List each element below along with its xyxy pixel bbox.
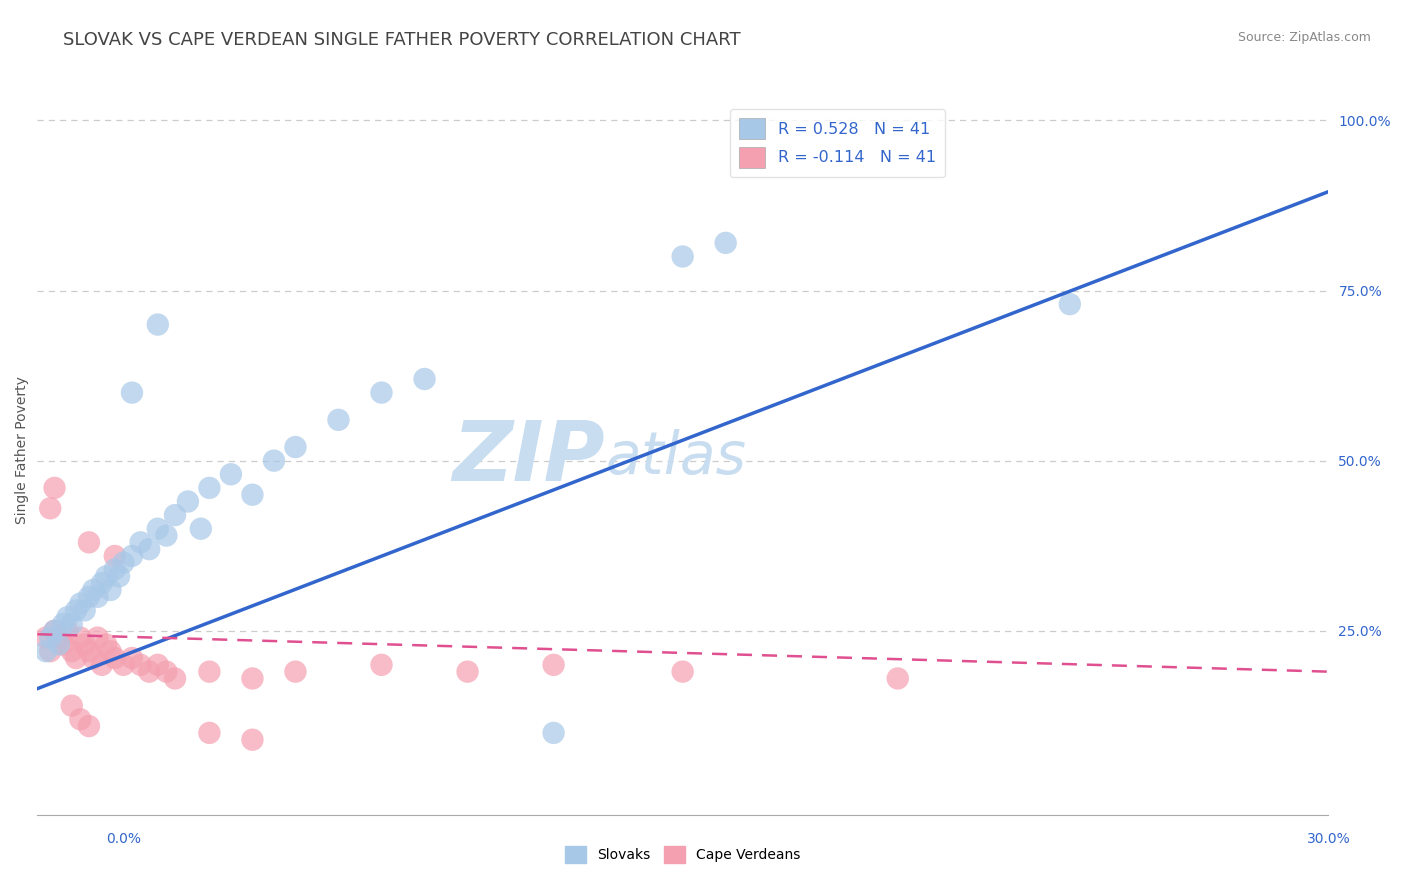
Point (263, 453, 285, 467)
Point (190, 522, 212, 536)
Point (163, 508, 186, 522)
Point (672, 250, 695, 264)
Point (60, 698, 83, 713)
Point (48, 631, 70, 645)
Point (60, 617, 83, 632)
Point (219, 467, 242, 482)
Point (242, 732, 264, 747)
Point (121, 651, 143, 665)
Point (543, 726, 565, 740)
Point (90, 576, 112, 591)
Point (104, 563, 127, 577)
Point (155, 528, 177, 542)
Point (146, 522, 169, 536)
Point (65, 651, 87, 665)
Point (56, 610, 79, 624)
Point (82, 651, 104, 665)
Point (155, 665, 177, 679)
Point (60, 644, 83, 658)
Point (77, 644, 100, 658)
Point (108, 569, 131, 583)
Point (96, 569, 118, 583)
Point (52, 637, 75, 651)
Point (39, 644, 62, 658)
Point (1059, 297, 1081, 311)
Point (35, 644, 58, 658)
Point (52, 617, 75, 632)
Text: 0.0%: 0.0% (107, 832, 141, 846)
Point (86, 631, 108, 645)
Point (44, 481, 66, 495)
Text: SLOVAK VS CAPE VERDEAN SINGLE FATHER POVERTY CORRELATION CHART: SLOVAK VS CAPE VERDEAN SINGLE FATHER POV… (63, 31, 741, 49)
Point (198, 665, 221, 679)
Point (112, 657, 135, 672)
Text: 30.0%: 30.0% (1306, 832, 1351, 846)
Point (714, 235, 737, 250)
Point (100, 644, 122, 658)
Point (35, 631, 58, 645)
Point (457, 665, 479, 679)
Text: ZIP: ZIP (453, 417, 605, 499)
Point (82, 582, 104, 597)
Point (44, 624, 66, 638)
Point (86, 590, 108, 604)
Point (104, 651, 127, 665)
Point (56, 624, 79, 638)
Point (69, 631, 91, 645)
Text: Source: ZipAtlas.com: Source: ZipAtlas.com (1237, 31, 1371, 45)
Point (65, 603, 87, 617)
Point (138, 542, 160, 557)
Point (73, 637, 96, 651)
Point (370, 385, 392, 400)
Point (413, 372, 436, 386)
Point (163, 672, 186, 686)
Point (672, 665, 695, 679)
Point (48, 637, 70, 651)
Point (100, 582, 122, 597)
Point (77, 590, 100, 604)
Point (146, 318, 169, 332)
Point (129, 657, 152, 672)
Point (129, 535, 152, 549)
Text: atlas: atlas (605, 429, 747, 486)
Y-axis label: Single Father Poverty: Single Father Poverty (15, 376, 30, 524)
Point (198, 726, 221, 740)
Point (284, 440, 307, 454)
Point (242, 672, 264, 686)
Point (198, 481, 221, 495)
Point (328, 413, 350, 427)
Point (121, 385, 143, 400)
Point (73, 603, 96, 617)
Point (543, 657, 565, 672)
Point (77, 719, 100, 733)
Point (69, 712, 91, 726)
Point (77, 535, 100, 549)
Legend: R = 0.528   N = 41, R = -0.114   N = 41: R = 0.528 N = 41, R = -0.114 N = 41 (730, 109, 945, 178)
Point (90, 657, 112, 672)
Point (104, 549, 127, 563)
Point (112, 556, 135, 570)
Point (370, 657, 392, 672)
Point (96, 637, 118, 651)
Point (39, 631, 62, 645)
Point (284, 665, 307, 679)
Point (887, 672, 910, 686)
Point (121, 549, 143, 563)
Point (138, 665, 160, 679)
Point (39, 501, 62, 516)
Point (177, 494, 200, 508)
Point (69, 597, 91, 611)
Point (242, 488, 264, 502)
Point (146, 657, 169, 672)
Point (44, 624, 66, 638)
